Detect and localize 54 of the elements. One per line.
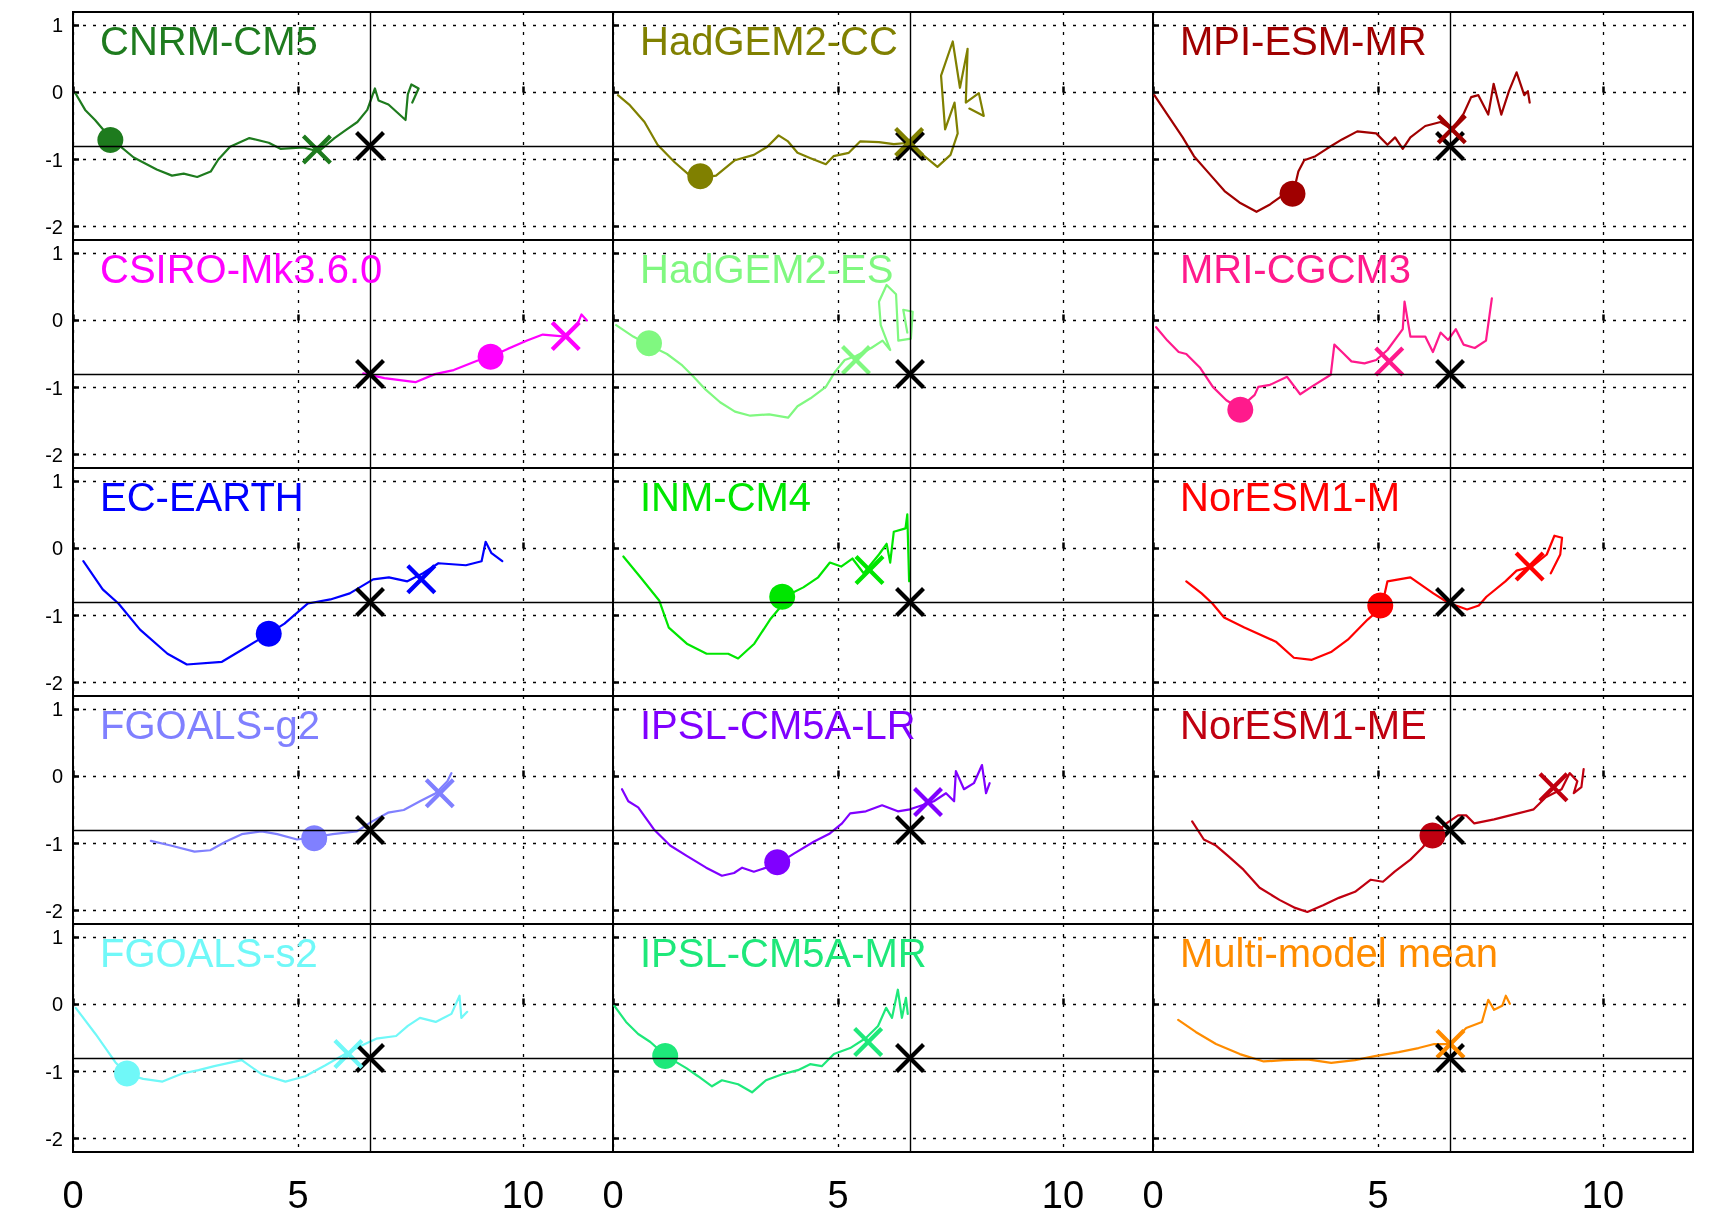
y-tick-label: 1 [51,242,63,265]
line-series [74,994,469,1083]
y-tick-label: -1 [45,1060,63,1083]
chart-title: INM-CM4 [640,475,812,519]
y-tick-label: 0 [51,993,63,1016]
y-tick-label: -2 [45,215,63,238]
chart-title: FGOALS-g2 [100,703,321,747]
point [424,778,455,809]
point [550,320,581,351]
y-tick-label: -1 [45,376,63,399]
chart-title: MRI-CGCM3 [1180,247,1412,291]
y-tick-label: 0 [51,765,63,788]
point [355,815,385,846]
x-tick-label: 5 [287,1174,309,1216]
x-tick-label: 10 [501,1174,545,1216]
y-tick-label: -2 [45,1127,63,1150]
y-tick-label: 1 [51,14,63,37]
y-tick-label: -2 [45,899,63,922]
point [355,359,385,390]
x-tick-label: 10 [1581,1174,1625,1216]
y-tick-label: -2 [45,443,63,466]
point [355,587,385,618]
line-series [74,83,420,179]
line-series [149,772,453,853]
chart-title: CNRM-CM5 [100,19,318,63]
y-tick-label: -1 [45,832,63,855]
chart-title: EC-EARTH [100,475,304,519]
x-tick-label: 5 [1367,1174,1389,1216]
x-tick-label: 10 [1041,1174,1085,1216]
x-tick-label: 0 [602,1174,624,1216]
x-tick-label: 0 [1142,1174,1164,1216]
y-tick-label: -2 [45,671,63,694]
chart-title: NorESM1-M [1180,475,1401,519]
x-tick-label: 5 [827,1174,849,1216]
y-tick-label: 1 [51,926,63,949]
line-series [82,540,504,666]
y-tick-label: -1 [45,148,63,171]
chart-title: HadGEM2-ES [640,247,894,291]
point [477,343,504,370]
y-tick-label: 1 [51,698,63,721]
point [333,1039,364,1070]
y-tick-label: -1 [45,604,63,627]
chart-title: MPI-ESM-MR [1180,19,1427,63]
y-tick-label: 0 [51,537,63,560]
point [255,620,282,647]
y-tick-label: 0 [51,81,63,104]
chart-title: FGOALS-s2 [100,931,318,975]
point [406,564,437,595]
chart-title: HadGEM2-CC [640,19,898,63]
y-tick-label: 1 [51,470,63,493]
y-tick-label: 0 [51,309,63,332]
point [301,825,328,852]
chart-title: NorESM1-ME [1180,703,1427,747]
point [114,1060,140,1087]
